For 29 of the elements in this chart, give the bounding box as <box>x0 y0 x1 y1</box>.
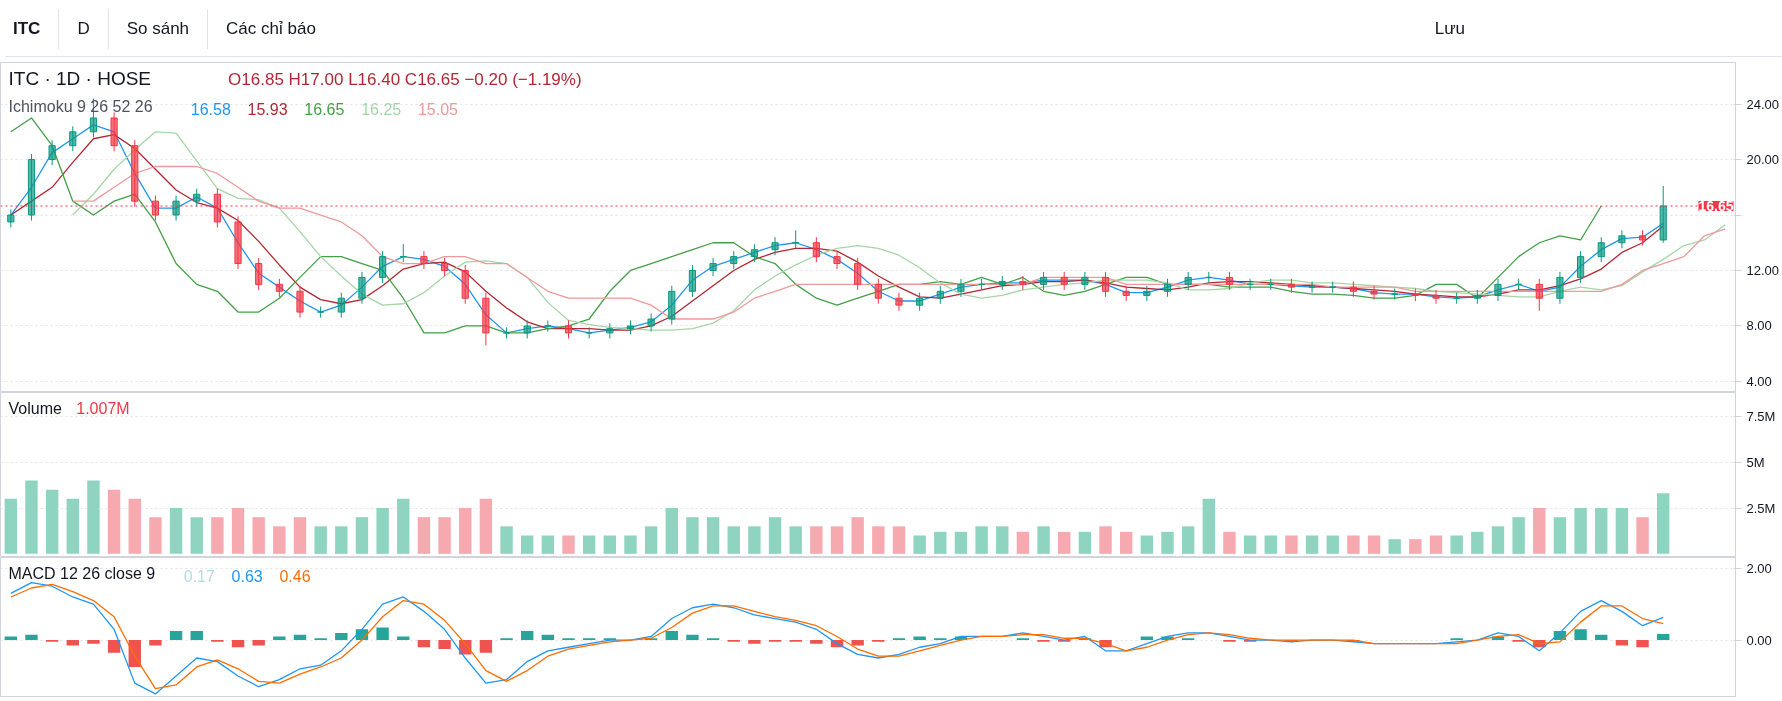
text: ITC <box>13 17 41 40</box>
text: Các chỉ báo <box>226 17 316 40</box>
annotation: 0.17 <box>183 567 216 585</box>
chart-title: Volume <box>8 399 62 417</box>
y-tick-label: 7.5M <box>1746 408 1776 424</box>
y-tick-label: 20.00 <box>1746 152 1780 168</box>
y-tick-label: 12.00 <box>1746 262 1780 278</box>
y-tick-label: 24.00 <box>1746 96 1780 112</box>
annotation: 15.93 <box>247 100 288 118</box>
chart-title: MACD 12 26 close 9 <box>8 564 156 582</box>
text: So sánh <box>126 17 190 40</box>
annotation: 15.05 <box>417 100 459 118</box>
annotation: 16.25 <box>361 100 402 118</box>
annotation: 16.58 <box>190 100 231 118</box>
annotation: 0.63 <box>231 567 263 585</box>
y-tick-label: 2.00 <box>1746 560 1772 576</box>
annotation: 1.007M <box>76 399 130 417</box>
annotation: 16.65 <box>304 100 345 118</box>
text: D <box>77 17 90 40</box>
text: Lưu <box>1434 18 1465 38</box>
y-tick-label: 5M <box>1746 454 1765 470</box>
chart-title: ITC · 1D · HOSE <box>8 67 152 89</box>
annotation: 0.46 <box>279 567 311 585</box>
ref-line-label: 16.65 <box>1698 198 1734 215</box>
annotation: O16.85 H17.00 L16.40 C16.65 −0.20 (−1.19%) <box>228 69 582 89</box>
y-tick-label: 8.00 <box>1746 318 1772 334</box>
y-tick-label: 2.5M <box>1746 500 1776 516</box>
y-tick-label: 0.00 <box>1746 632 1772 648</box>
y-tick-label: 4.00 <box>1746 373 1772 389</box>
